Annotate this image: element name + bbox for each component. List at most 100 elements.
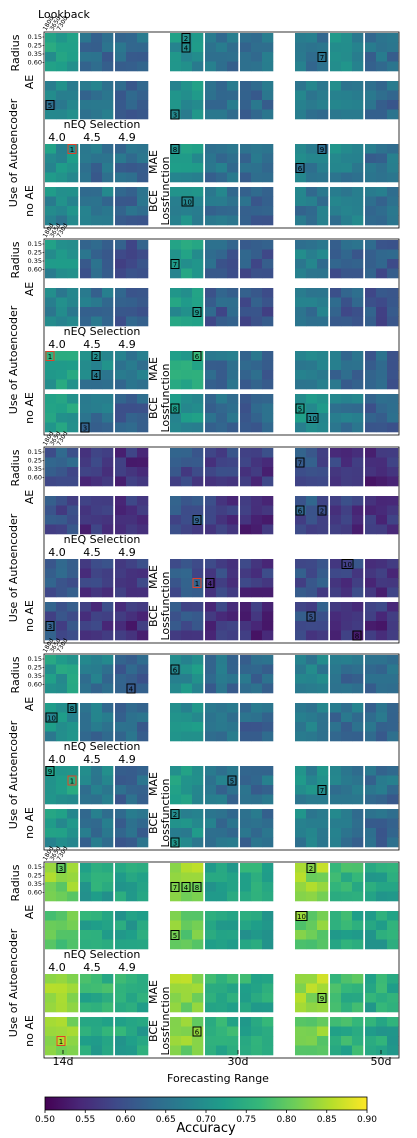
heatmap-cell [102,316,114,327]
heatmap-cell [341,172,353,183]
heatmap-cell [216,722,228,732]
heatmap-cell [330,187,342,197]
heatmap-cell [295,1045,307,1056]
heatmap-cell [91,172,103,183]
heatmap-cell [56,785,68,795]
heatmap-cell [365,515,377,525]
heatmap-cell [317,611,329,622]
heatmap-cell [67,930,79,940]
heatmap-cell [306,703,318,713]
heatmap-cell [216,1017,228,1027]
heatmap-cell [126,993,138,1003]
neq-value: 4.0 [48,131,66,144]
heatmap-cell [205,90,217,101]
heatmap-cell [317,920,329,931]
heatmap-cell [216,240,228,250]
heatmap-cell [126,578,138,588]
heatmap-cell [317,1026,329,1037]
heatmap-cell [67,288,79,298]
heatmap-cell [387,90,399,101]
heatmap-cell [91,621,103,631]
heatmap-cell [205,109,217,120]
heatmap-cell [251,863,263,873]
rank-marker: 9 [317,993,327,1003]
heatmap-cell [240,722,252,732]
heatmap-cell [365,268,377,279]
heatmap-cell [341,983,353,994]
heatmap-cell [352,496,364,506]
heatmap-cell [170,664,182,675]
heatmap-cell [67,766,79,776]
heatmap-cell [56,61,68,72]
heatmap-cell [91,939,103,950]
heatmap-cell [295,1002,307,1013]
heatmap-cell [45,587,57,598]
rank-box [317,993,327,1003]
heatmap-cell [205,587,217,598]
heatmap-cell [306,100,318,110]
heatmap-cell [115,818,127,829]
rank-marker: 10 [295,911,308,921]
heatmap-cell [317,496,329,506]
heatmap-cell [80,882,92,892]
heatmap-cell [262,467,274,477]
heatmap-cell [45,630,57,641]
heatmap-cell [192,939,204,950]
heatmap-cell [91,837,103,848]
heatmap-cell [341,568,353,579]
heatmap-cell [376,476,388,487]
heatmap-cell [56,872,68,883]
heatmap-cell [80,863,92,873]
heatmap-cell [205,818,217,829]
heatmap-cell [45,268,57,279]
heatmap-cell [306,351,318,361]
heatmap-cell [192,288,204,298]
heatmap-cell [115,172,127,183]
heatmap-cell [295,621,307,631]
heatmap-cell [45,872,57,883]
y-axis-title: Use of Autoencoder [7,928,20,1037]
heatmap-cell [227,674,239,684]
heatmap-cell [251,1017,263,1027]
heatmap-cell [317,863,329,873]
heatmap-cell [330,655,342,665]
heatmap-cell [387,863,399,873]
rank-marker: 4 [181,42,191,53]
heatmap-cell [91,568,103,579]
heatmap-cell [216,920,228,931]
heatmap-cell [67,379,79,390]
heatmap-cell [227,837,239,848]
heatmap-cell [330,496,342,506]
heatmap-cell [216,153,228,164]
heatmap-cell [170,621,182,631]
heatmap-cell [137,1045,149,1056]
heatmap-cell [216,90,228,101]
heatmap-cell [137,297,149,308]
heatmap-cell [91,674,103,684]
heatmap-cell [56,766,68,776]
heatmap-cell [45,1017,57,1027]
heatmap-cell [262,42,274,53]
rank-box [295,403,305,414]
colorbar-tick-label: 0.75 [236,1115,256,1125]
heatmap-cell [352,215,364,226]
heatmap-cell [387,920,399,931]
heatmap-cell [365,215,377,226]
heatmap-cell [306,457,318,468]
heatmap-cell [181,351,193,361]
heatmap-cell [216,215,228,226]
heatmap-cell [56,930,68,940]
heatmap-cell [341,360,353,371]
heatmap-cell [45,775,57,786]
heatmap-cell [227,196,239,207]
heatmap-cell [365,524,377,535]
heatmap-cell [295,144,307,154]
heatmap-cell [115,766,127,776]
heatmap-cell [67,602,79,612]
heatmap-cell [227,524,239,535]
heatmap-cell [251,42,263,53]
heatmap-cell [181,939,193,950]
heatmap-cell [365,467,377,477]
heatmap-cell [181,467,193,477]
heatmap-cell [352,33,364,43]
